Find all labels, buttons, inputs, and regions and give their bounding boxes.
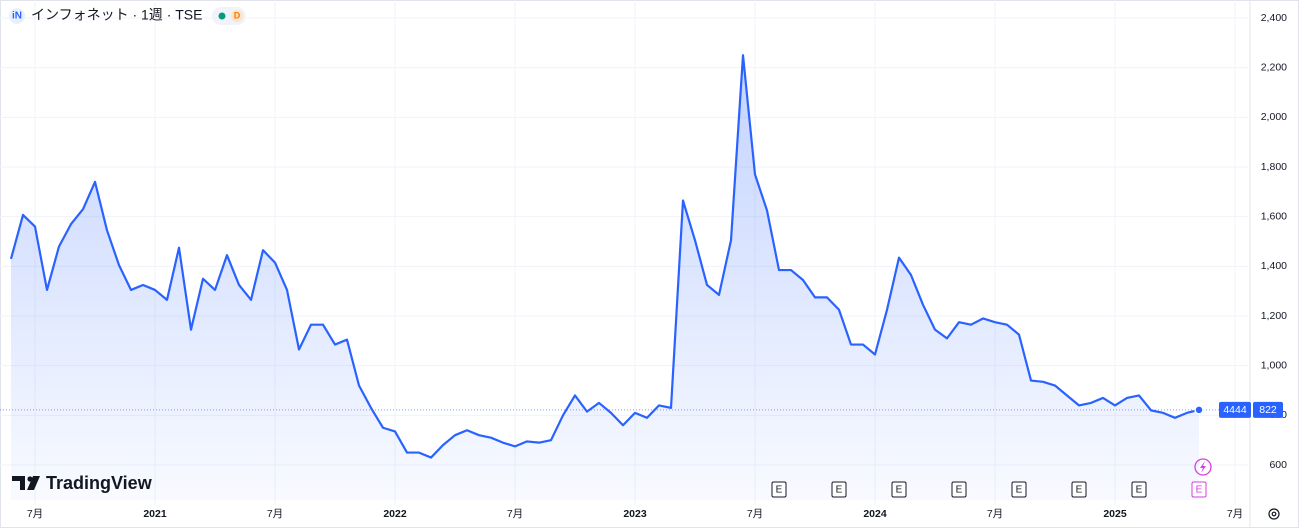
earnings-marker[interactable] bbox=[831, 481, 847, 498]
alert-icon[interactable] bbox=[1194, 458, 1212, 476]
price-label: 822 bbox=[1259, 404, 1277, 416]
badge: D bbox=[234, 10, 241, 20]
earnings-label: E bbox=[956, 485, 963, 496]
earnings-label: E bbox=[1076, 485, 1083, 496]
price-tag bbox=[1253, 401, 1283, 418]
last-point bbox=[1194, 405, 1204, 415]
earnings-label: E bbox=[776, 485, 783, 496]
earnings-label: E bbox=[836, 485, 843, 496]
x-tick-label: 2022 bbox=[383, 508, 407, 520]
y-tick-label: 1,000 bbox=[1261, 359, 1287, 371]
alert-bolt bbox=[1200, 461, 1206, 473]
settings-hub bbox=[1271, 511, 1277, 517]
logo-circle bbox=[9, 8, 25, 24]
y-tick-label: 1,600 bbox=[1261, 210, 1287, 222]
settings-icon[interactable] bbox=[1268, 508, 1280, 520]
y-tick-label: 2,000 bbox=[1261, 111, 1287, 123]
brand-name: TradingView bbox=[46, 473, 153, 493]
x-tick-label: 7月 bbox=[267, 508, 283, 520]
y-tick-label: 2,400 bbox=[1261, 12, 1287, 24]
badge-bg bbox=[231, 10, 243, 22]
y-tick-label: 1,400 bbox=[1261, 260, 1287, 272]
earnings-marker[interactable] bbox=[1131, 481, 1147, 498]
x-tick-label: 7月 bbox=[1227, 508, 1243, 520]
earnings-marker[interactable] bbox=[951, 481, 967, 498]
y-tick-label: 1,200 bbox=[1261, 310, 1287, 322]
earnings-label: E bbox=[1136, 485, 1143, 496]
y-tick-label: 600 bbox=[1269, 459, 1287, 471]
earnings-marker[interactable] bbox=[771, 481, 787, 498]
brand-mark bbox=[12, 476, 25, 490]
ticker-tag bbox=[1219, 401, 1251, 418]
earnings-label: E bbox=[896, 485, 903, 496]
x-tick-label: 7月 bbox=[747, 508, 763, 520]
area-fill bbox=[11, 55, 1199, 500]
x-tick-label: 2025 bbox=[1103, 508, 1127, 520]
earnings-marker[interactable] bbox=[1071, 481, 1087, 498]
earnings-marker[interactable] bbox=[891, 481, 907, 498]
x-tick-label: 2023 bbox=[623, 508, 647, 520]
x-tick-label: 7月 bbox=[987, 508, 1003, 520]
price-line bbox=[9, 54, 1200, 459]
brand-mark-slash bbox=[27, 476, 40, 490]
earnings-marker[interactable] bbox=[1191, 481, 1207, 498]
logo: iN bbox=[12, 11, 22, 22]
y-tick-label: 1,800 bbox=[1261, 161, 1287, 173]
x-tick-label: 2024 bbox=[863, 508, 887, 520]
y-tick-label: 2,200 bbox=[1261, 61, 1287, 73]
ticker-code: 4444 bbox=[1223, 404, 1247, 416]
earnings-label: E bbox=[1196, 485, 1203, 496]
brand-logo[interactable]: TradingView bbox=[12, 473, 153, 493]
settings-ring bbox=[1268, 508, 1280, 520]
status-dot bbox=[218, 12, 226, 20]
x-tick-label: 2021 bbox=[143, 508, 167, 520]
earnings-marker[interactable] bbox=[1011, 481, 1027, 498]
earnings-label: E bbox=[1016, 485, 1023, 496]
x-tick-label: 7月 bbox=[507, 508, 523, 520]
chart-title: インフォネット · 1週 · TSE bbox=[31, 7, 202, 23]
x-tick-label: 7月 bbox=[27, 508, 43, 520]
